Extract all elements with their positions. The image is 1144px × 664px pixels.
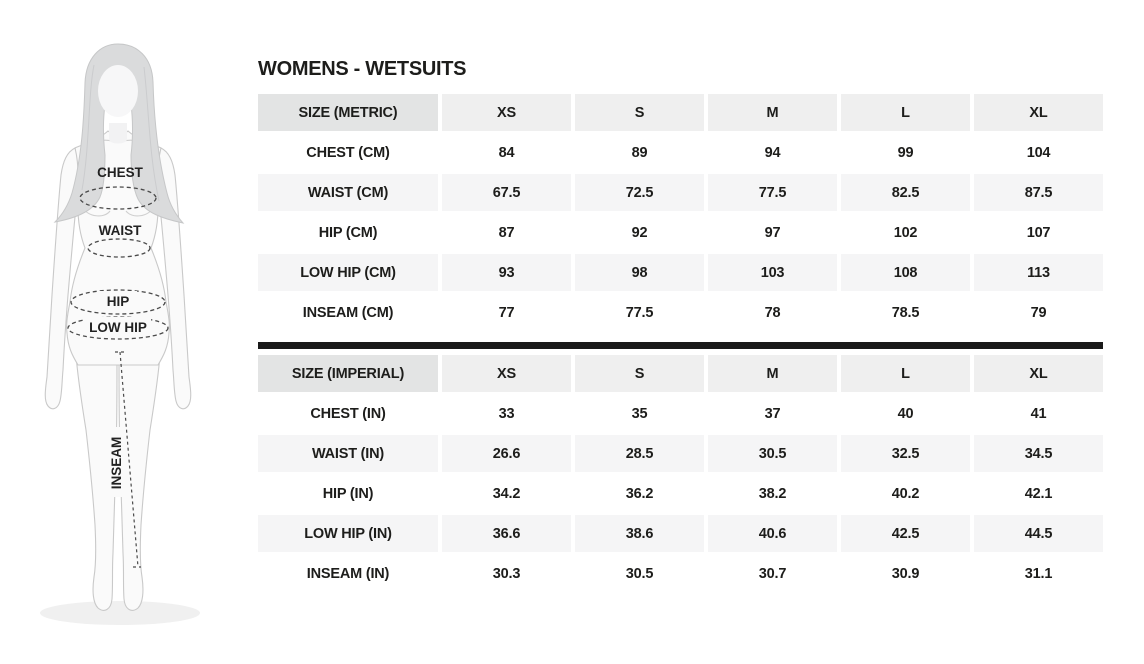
- table-cell: 82.5: [841, 174, 970, 211]
- imperial-table-corner-header: SIZE (IMPERIAL): [258, 355, 438, 392]
- metric-size-table: SIZE (METRIC) XS S M L XL CHEST (CM) 84 …: [258, 94, 1103, 331]
- table-cell: 34.5: [974, 435, 1103, 472]
- hip-label-bg: [99, 291, 137, 307]
- table-cell: 40.6: [708, 515, 837, 552]
- waist-label: WAIST: [99, 223, 143, 238]
- inseam-label-bg: [108, 427, 126, 497]
- table-cell: 31.1: [1024, 565, 1053, 582]
- row-label-inseam-in: INSEAM (IN): [306, 565, 390, 582]
- table-cell: 38.6: [575, 515, 704, 552]
- table-cell: 97: [764, 224, 781, 241]
- col-header-xs: XS: [442, 355, 571, 392]
- col-header-l: L: [841, 355, 970, 392]
- low-hip-label-bg: [85, 317, 151, 333]
- waist-measure-ellipse: [87, 238, 151, 258]
- table-cell: 102: [893, 224, 918, 241]
- table-cell: 92: [631, 224, 648, 241]
- table-cell: 36.6: [442, 515, 571, 552]
- col-header-s: S: [575, 94, 704, 131]
- table-cell: 78: [764, 304, 781, 321]
- table-cell: 30.9: [891, 565, 920, 582]
- table-cell: 30.3: [492, 565, 521, 582]
- row-label-low-hip-cm: LOW HIP (CM): [258, 254, 438, 291]
- table-cell: 89: [631, 144, 648, 161]
- hair-strands: [81, 64, 160, 202]
- table-divider: [258, 342, 1103, 349]
- chest-measure-ellipse: [79, 186, 157, 210]
- row-label-hip-in: HIP (IN): [322, 485, 374, 502]
- table-cell: 30.5: [708, 435, 837, 472]
- table-cell: 28.5: [575, 435, 704, 472]
- table-cell: 107: [1026, 224, 1051, 241]
- table-cell: 108: [841, 254, 970, 291]
- table-cell: 30.7: [758, 565, 787, 582]
- table-cell: 98: [575, 254, 704, 291]
- row-label-inseam-cm: INSEAM (CM): [302, 304, 394, 321]
- row-label-hip-cm: HIP (CM): [318, 224, 378, 241]
- low-hip-label: LOW HIP: [89, 320, 147, 335]
- table-cell: 35: [631, 405, 648, 422]
- row-label-waist-cm: WAIST (CM): [258, 174, 438, 211]
- table-cell: 38.2: [758, 485, 787, 502]
- table-cell: 32.5: [841, 435, 970, 472]
- table-cell: 40.2: [891, 485, 920, 502]
- female-silhouette-diagram: CHEST WAIST HIP LOW HIP INSEAM: [40, 43, 200, 625]
- page-title: WOMENS - WETSUITS: [258, 58, 467, 80]
- hip-label: HIP: [107, 294, 130, 309]
- row-label-chest-cm: CHEST (CM): [306, 144, 390, 161]
- table-cell: 34.2: [492, 485, 521, 502]
- table-cell: 41: [1030, 405, 1047, 422]
- table-cell: 77.5: [625, 304, 654, 321]
- table-cell: 87: [498, 224, 515, 241]
- table-cell: 36.2: [625, 485, 654, 502]
- table-cell: 77.5: [708, 174, 837, 211]
- table-cell: 84: [498, 144, 515, 161]
- table-cell: 94: [764, 144, 781, 161]
- table-cell: 103: [708, 254, 837, 291]
- row-label-waist-in: WAIST (IN): [258, 435, 438, 472]
- table-cell: 104: [1026, 144, 1051, 161]
- table-cell: 79: [1030, 304, 1047, 321]
- table-cell: 93: [442, 254, 571, 291]
- table-cell: 33: [498, 405, 515, 422]
- body-measurement-figure: CHEST WAIST HIP LOW HIP INSEAM: [18, 25, 252, 637]
- col-header-m: M: [708, 94, 837, 131]
- size-chart-panel: WOMENS - WETSUITS SIZE (METRIC) XS S M L…: [258, 58, 1103, 592]
- table-cell: 87.5: [974, 174, 1103, 211]
- inseam-measure-line: [115, 351, 141, 568]
- col-header-xs: XS: [442, 94, 571, 131]
- neck: [109, 123, 127, 144]
- table-cell: 44.5: [974, 515, 1103, 552]
- low-hip-measure-ellipse: [67, 316, 169, 340]
- table-cell: 78.5: [891, 304, 920, 321]
- table-cell: 26.6: [442, 435, 571, 472]
- floor-shadow: [40, 601, 200, 625]
- table-cell: 72.5: [575, 174, 704, 211]
- chest-label: CHEST: [97, 165, 144, 180]
- face: [98, 65, 138, 117]
- col-header-xl: XL: [974, 94, 1103, 131]
- table-cell: 113: [974, 254, 1103, 291]
- col-header-m: M: [708, 355, 837, 392]
- table-cell: 40: [897, 405, 914, 422]
- col-header-xl: XL: [974, 355, 1103, 392]
- row-label-low-hip-in: LOW HIP (IN): [258, 515, 438, 552]
- table-cell: 30.5: [625, 565, 654, 582]
- row-label-chest-in: CHEST (IN): [310, 405, 386, 422]
- table-cell: 67.5: [442, 174, 571, 211]
- hip-measure-ellipse: [70, 289, 166, 315]
- table-cell: 42.1: [1024, 485, 1053, 502]
- imperial-size-table: SIZE (IMPERIAL) XS S M L XL CHEST (IN) 3…: [258, 355, 1103, 592]
- col-header-s: S: [575, 355, 704, 392]
- table-cell: 42.5: [841, 515, 970, 552]
- metric-table-corner-header: SIZE (METRIC): [258, 94, 438, 131]
- inseam-label: INSEAM: [109, 437, 124, 490]
- table-cell: 99: [897, 144, 914, 161]
- col-header-l: L: [841, 94, 970, 131]
- table-cell: 37: [764, 405, 781, 422]
- table-cell: 77: [498, 304, 515, 321]
